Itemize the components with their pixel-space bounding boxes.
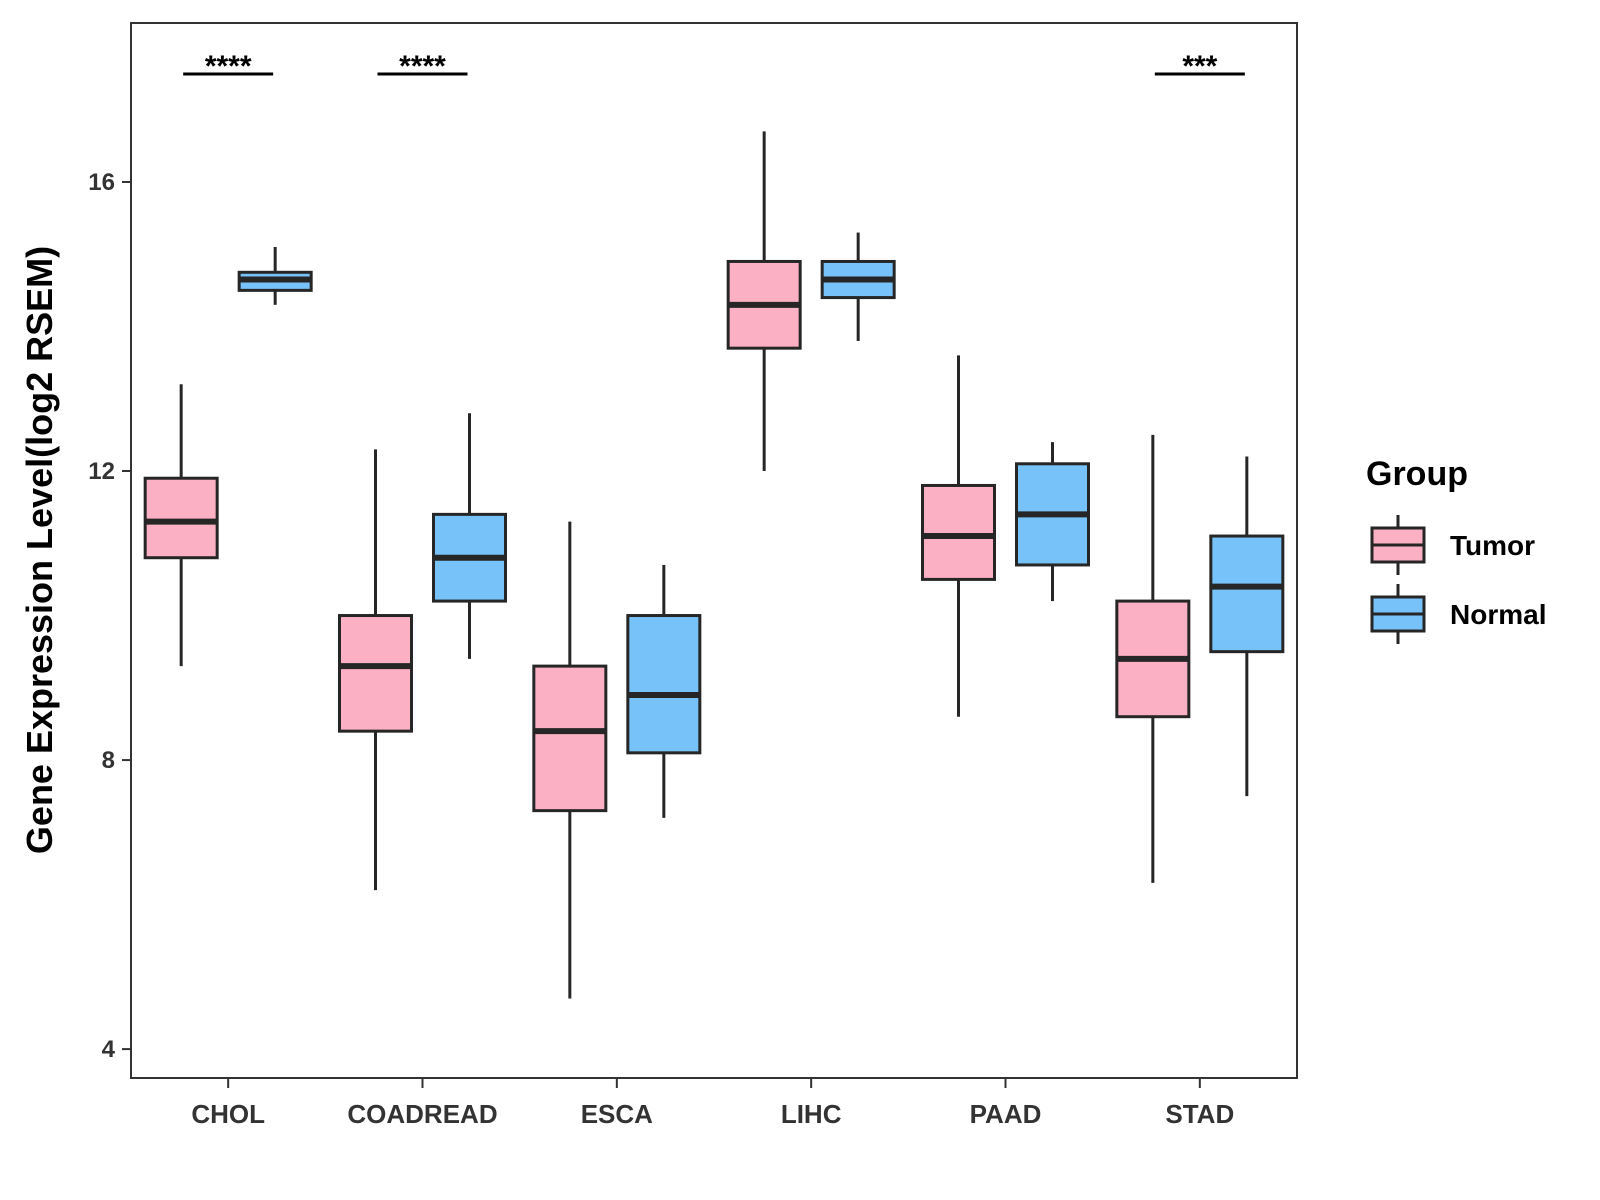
box-normal-chol <box>237 247 313 305</box>
y-tick-label: 8 <box>102 747 115 774</box>
box-iqr <box>532 664 608 813</box>
box-normal-coadread <box>432 413 507 659</box>
y-tick-label: 4 <box>102 1036 116 1063</box>
x-tick-label-stad: STAD <box>1165 1099 1234 1129</box>
box-tumor-lihc <box>726 131 802 472</box>
box-tumor-paad <box>921 355 996 717</box>
box-tumor-coadread <box>338 449 413 891</box>
x-tick-label-paad: PAAD <box>970 1099 1042 1129</box>
y-tick-label: 16 <box>88 169 115 196</box>
box-tumor-chol <box>143 384 219 667</box>
x-tick-label-chol: CHOL <box>191 1099 265 1129</box>
box-tumor-stad <box>1115 434 1191 883</box>
legend-label-tumor: Tumor <box>1450 530 1535 561</box>
legend-key-tumor <box>1370 515 1426 575</box>
box-iqr <box>1209 534 1285 654</box>
box-normal-esca <box>626 564 702 818</box>
significance-label: **** <box>399 50 446 83</box>
y-tick-label: 12 <box>88 458 115 485</box>
significance-layer: **** **** *** <box>183 50 1245 83</box>
x-tick-label-lihc: LIHC <box>781 1099 842 1129</box>
box-normal-lihc <box>820 232 896 341</box>
significance-label: *** <box>1182 50 1217 83</box>
box-iqr <box>921 483 996 581</box>
significance-label: **** <box>205 50 252 83</box>
x-axis: CHOL COADREAD ESCA LIHC PAAD STAD <box>191 1078 1234 1129</box>
legend: Group Tumor Normal <box>1366 455 1546 644</box>
box-tumor-esca <box>532 521 608 999</box>
box-iqr <box>338 614 413 733</box>
plot-panel <box>130 22 1298 1079</box>
box-normal-stad <box>1209 456 1285 797</box>
legend-key-normal <box>1370 584 1426 644</box>
y-axis: 4 8 12 16 <box>88 169 131 1063</box>
x-tick-label-esca: ESCA <box>581 1099 653 1129</box>
legend-label-normal: Normal <box>1450 599 1546 630</box>
legend-title: Group <box>1366 455 1468 493</box>
box-iqr <box>143 476 219 560</box>
box-normal-paad <box>1015 442 1090 602</box>
significance-coadread: **** <box>377 50 468 83</box>
box-layer <box>143 131 1285 999</box>
x-tick-label-coadread: COADREAD <box>347 1099 497 1129</box>
y-axis-title: Gene Expression Level(log2 RSEM) <box>19 246 60 854</box>
box-iqr <box>626 614 702 755</box>
significance-chol: **** <box>183 50 274 83</box>
significance-stad: *** <box>1154 50 1245 83</box>
